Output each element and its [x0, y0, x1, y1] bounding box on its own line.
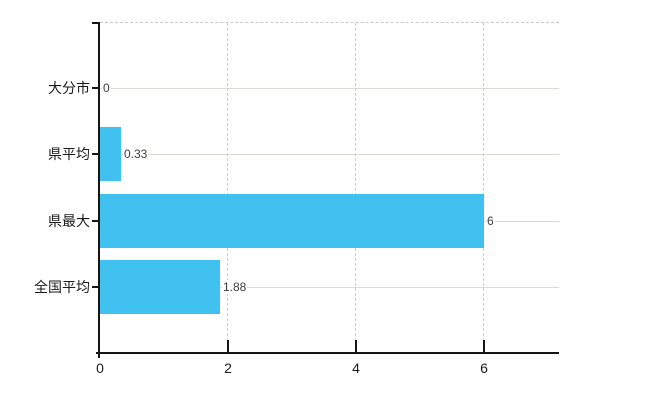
category-label: 県平均 [48, 146, 90, 162]
category-label: 県最大 [48, 213, 90, 229]
gridline-vertical [483, 23, 485, 341]
y-axis-tick [92, 87, 100, 89]
x-axis-line [96, 352, 559, 354]
gridline-horizontal [100, 88, 559, 89]
x-tick-label: 2 [224, 360, 232, 376]
x-tick-label: 6 [480, 360, 488, 376]
y-axis-tick [92, 220, 100, 222]
y-axis-top-tick [92, 22, 100, 24]
gridline-vertical [355, 23, 357, 341]
category-label: 全国平均 [34, 279, 90, 295]
bar-value-label: 0.33 [123, 147, 149, 161]
x-axis-tick [483, 340, 485, 353]
category-label: 大分市 [48, 80, 90, 96]
x-tick-label: 0 [96, 360, 104, 376]
bar-value-label: 0 [102, 81, 111, 95]
y-axis-tick [92, 286, 100, 288]
gridline-vertical [227, 23, 229, 341]
bar [100, 194, 484, 248]
y-axis-line [98, 22, 100, 358]
gridline-horizontal [100, 154, 559, 155]
x-tick-label: 4 [352, 360, 360, 376]
x-axis-tick [355, 340, 357, 353]
bar [100, 260, 220, 314]
bar-value-label: 1.88 [222, 280, 248, 294]
plot-top-border [100, 22, 559, 23]
y-axis-tick [92, 153, 100, 155]
x-axis-tick [227, 340, 229, 353]
gridline-horizontal [100, 287, 559, 288]
plot-area: 0 0.33 6 1.88 [100, 22, 559, 353]
bar [100, 127, 121, 181]
bar-value-label: 6 [486, 214, 495, 228]
